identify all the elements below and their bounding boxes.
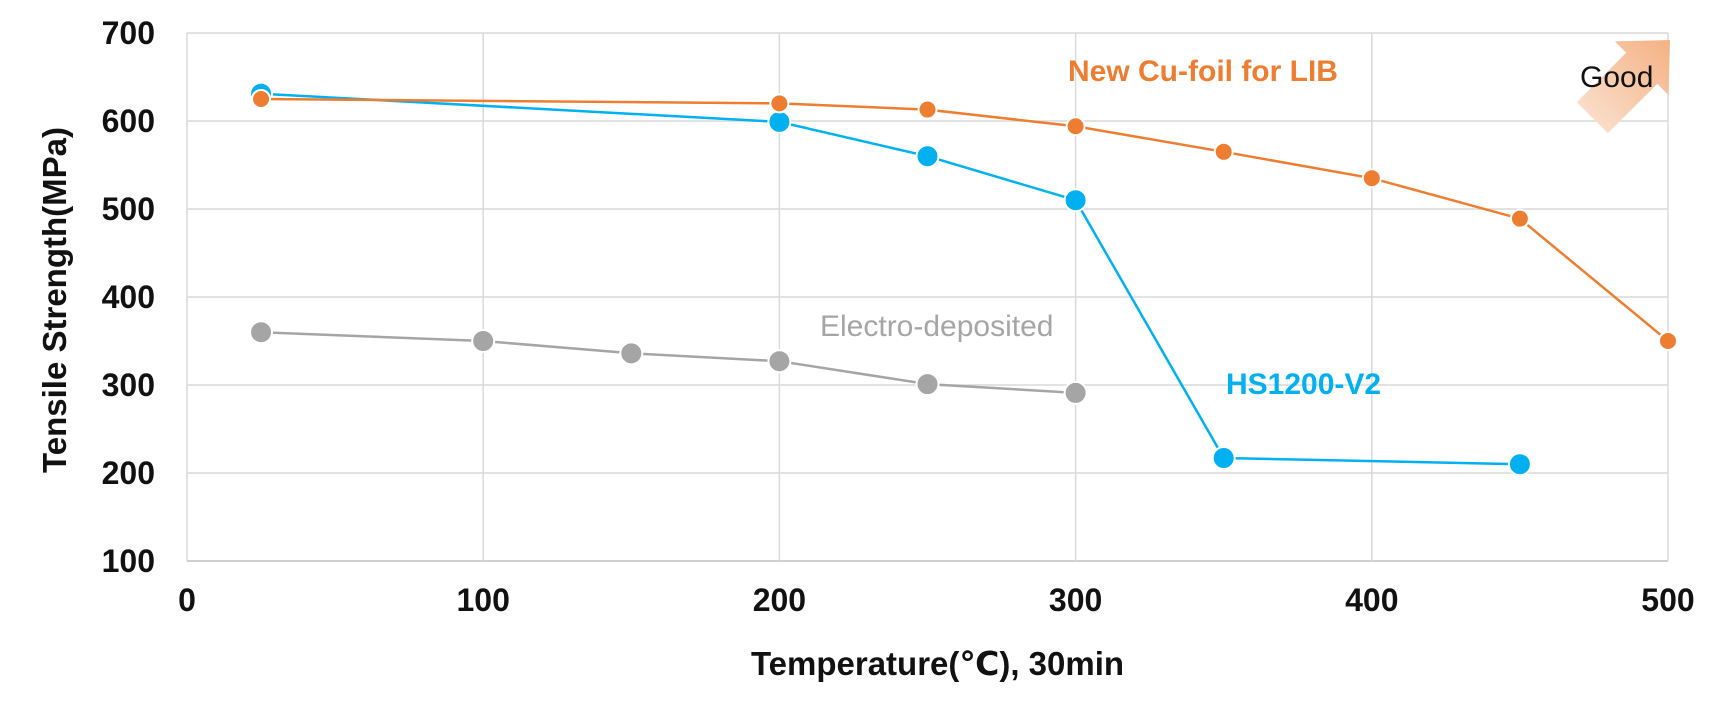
series-group xyxy=(251,89,1678,351)
data-point xyxy=(769,93,790,114)
data-point xyxy=(471,329,496,353)
x-tick-label: 500 xyxy=(1641,582,1694,618)
good-label: Good xyxy=(1580,61,1653,94)
y-tick-label: 400 xyxy=(102,279,155,315)
data-point xyxy=(249,320,274,345)
x-axis-title: Temperature(℃), 30min xyxy=(751,645,1124,682)
x-tick-label: 300 xyxy=(1049,582,1102,618)
data-point xyxy=(767,349,792,374)
data-point xyxy=(1063,188,1088,213)
axis-tick-labels: 100 200 300 400 500 600 700 0 100 200 300 400 500 xyxy=(102,15,1695,618)
series-line xyxy=(261,330,1076,395)
data-point xyxy=(915,144,940,169)
x-tick-label: 200 xyxy=(753,582,806,618)
series-label: HS1200-V2 xyxy=(1226,368,1381,401)
x-tick-label: 100 xyxy=(457,582,510,618)
y-tick-label: 500 xyxy=(102,191,155,227)
data-point xyxy=(915,372,940,397)
y-tick-label: 200 xyxy=(102,455,155,491)
data-point xyxy=(1507,452,1532,477)
series-group xyxy=(249,81,1532,477)
series-line xyxy=(261,92,1520,466)
data-point xyxy=(917,99,938,120)
data-point xyxy=(767,109,792,134)
data-point xyxy=(1213,141,1234,162)
data-point xyxy=(619,341,644,366)
x-tick-label: 0 xyxy=(178,582,196,618)
series-labels: New Cu-foil for LIB HS1200-V2 Electro-depo… xyxy=(820,55,1381,401)
y-tick-label: 300 xyxy=(102,367,155,403)
series-label: Electro-deposited xyxy=(820,310,1053,343)
y-axis-title: Tensile Strength(MPa) xyxy=(36,127,73,473)
y-tick-label: 700 xyxy=(102,15,155,51)
data-point xyxy=(1211,446,1236,471)
y-tick-label: 600 xyxy=(102,103,155,139)
data-point xyxy=(1361,168,1382,189)
data-series xyxy=(249,81,1678,477)
data-point xyxy=(1065,116,1086,137)
x-tick-label: 400 xyxy=(1345,582,1398,618)
series-group xyxy=(249,320,1088,405)
good-arrow-icon xyxy=(1576,40,1670,134)
data-point xyxy=(1509,208,1530,229)
good-annotation: Good xyxy=(1576,40,1670,134)
y-tick-label: 100 xyxy=(102,543,155,579)
data-point xyxy=(251,89,272,109)
series-line xyxy=(261,97,1669,342)
series-label: New Cu-foil for LIB xyxy=(1068,55,1338,88)
data-point xyxy=(1063,380,1088,405)
data-point xyxy=(1658,331,1678,351)
